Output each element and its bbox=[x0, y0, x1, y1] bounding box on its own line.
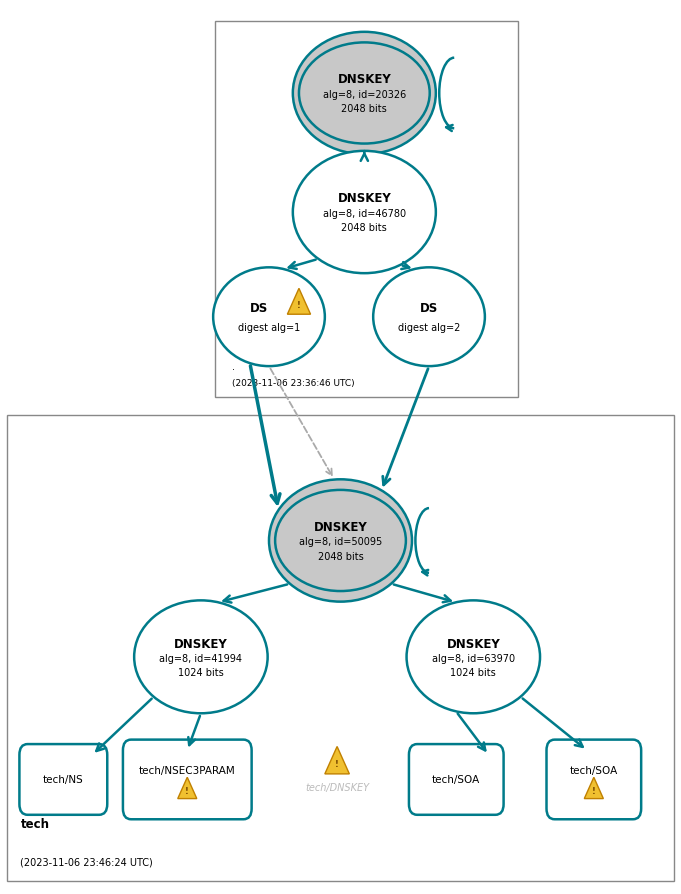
Text: 2048 bits: 2048 bits bbox=[341, 223, 387, 233]
Text: 1024 bits: 1024 bits bbox=[178, 667, 224, 678]
Text: DNSKEY: DNSKEY bbox=[338, 192, 391, 205]
Text: DNSKEY: DNSKEY bbox=[174, 637, 227, 650]
Text: alg=8, id=50095: alg=8, id=50095 bbox=[299, 536, 382, 547]
Text: DNSKEY: DNSKEY bbox=[338, 73, 391, 86]
Text: tech/NSEC3PARAM: tech/NSEC3PARAM bbox=[139, 765, 236, 776]
Ellipse shape bbox=[293, 33, 436, 155]
Ellipse shape bbox=[293, 152, 436, 274]
Polygon shape bbox=[325, 746, 349, 774]
Text: digest alg=2: digest alg=2 bbox=[398, 322, 460, 333]
Text: tech/DNSKEY: tech/DNSKEY bbox=[305, 782, 369, 793]
Ellipse shape bbox=[269, 480, 412, 602]
Text: alg=8, id=41994: alg=8, id=41994 bbox=[159, 653, 242, 663]
Ellipse shape bbox=[134, 601, 268, 713]
Ellipse shape bbox=[213, 268, 325, 367]
Text: alg=8, id=63970: alg=8, id=63970 bbox=[432, 653, 515, 663]
Text: tech/SOA: tech/SOA bbox=[570, 765, 618, 776]
Text: digest alg=1: digest alg=1 bbox=[238, 322, 300, 333]
Text: !: ! bbox=[335, 759, 339, 768]
Text: .: . bbox=[232, 361, 234, 371]
Bar bbox=[215, 22, 518, 398]
Polygon shape bbox=[287, 289, 311, 315]
FancyBboxPatch shape bbox=[546, 740, 642, 819]
Text: DS: DS bbox=[250, 302, 268, 315]
Text: !: ! bbox=[297, 300, 301, 309]
Ellipse shape bbox=[407, 601, 540, 713]
Text: alg=8, id=46780: alg=8, id=46780 bbox=[323, 208, 406, 219]
Text: (2023-11-06 23:36:46 UTC): (2023-11-06 23:36:46 UTC) bbox=[232, 378, 354, 387]
Text: 2048 bits: 2048 bits bbox=[341, 104, 387, 114]
Polygon shape bbox=[178, 778, 197, 798]
Ellipse shape bbox=[373, 268, 485, 367]
Text: tech/SOA: tech/SOA bbox=[432, 774, 480, 785]
Text: 2048 bits: 2048 bits bbox=[317, 551, 364, 561]
Text: DS: DS bbox=[420, 302, 438, 315]
FancyBboxPatch shape bbox=[409, 744, 504, 815]
Text: DNSKEY: DNSKEY bbox=[314, 520, 367, 533]
Polygon shape bbox=[584, 778, 603, 798]
Text: tech: tech bbox=[20, 817, 50, 830]
Text: 1024 bits: 1024 bits bbox=[450, 667, 496, 678]
Text: !: ! bbox=[592, 786, 596, 795]
Text: (2023-11-06 23:46:24 UTC): (2023-11-06 23:46:24 UTC) bbox=[20, 856, 153, 866]
Text: DNSKEY: DNSKEY bbox=[447, 637, 500, 650]
FancyBboxPatch shape bbox=[123, 740, 252, 819]
Bar bbox=[7, 416, 674, 881]
Text: tech/NS: tech/NS bbox=[43, 774, 84, 785]
Text: alg=8, id=20326: alg=8, id=20326 bbox=[323, 89, 406, 100]
FancyBboxPatch shape bbox=[19, 744, 108, 815]
Text: !: ! bbox=[185, 786, 189, 795]
